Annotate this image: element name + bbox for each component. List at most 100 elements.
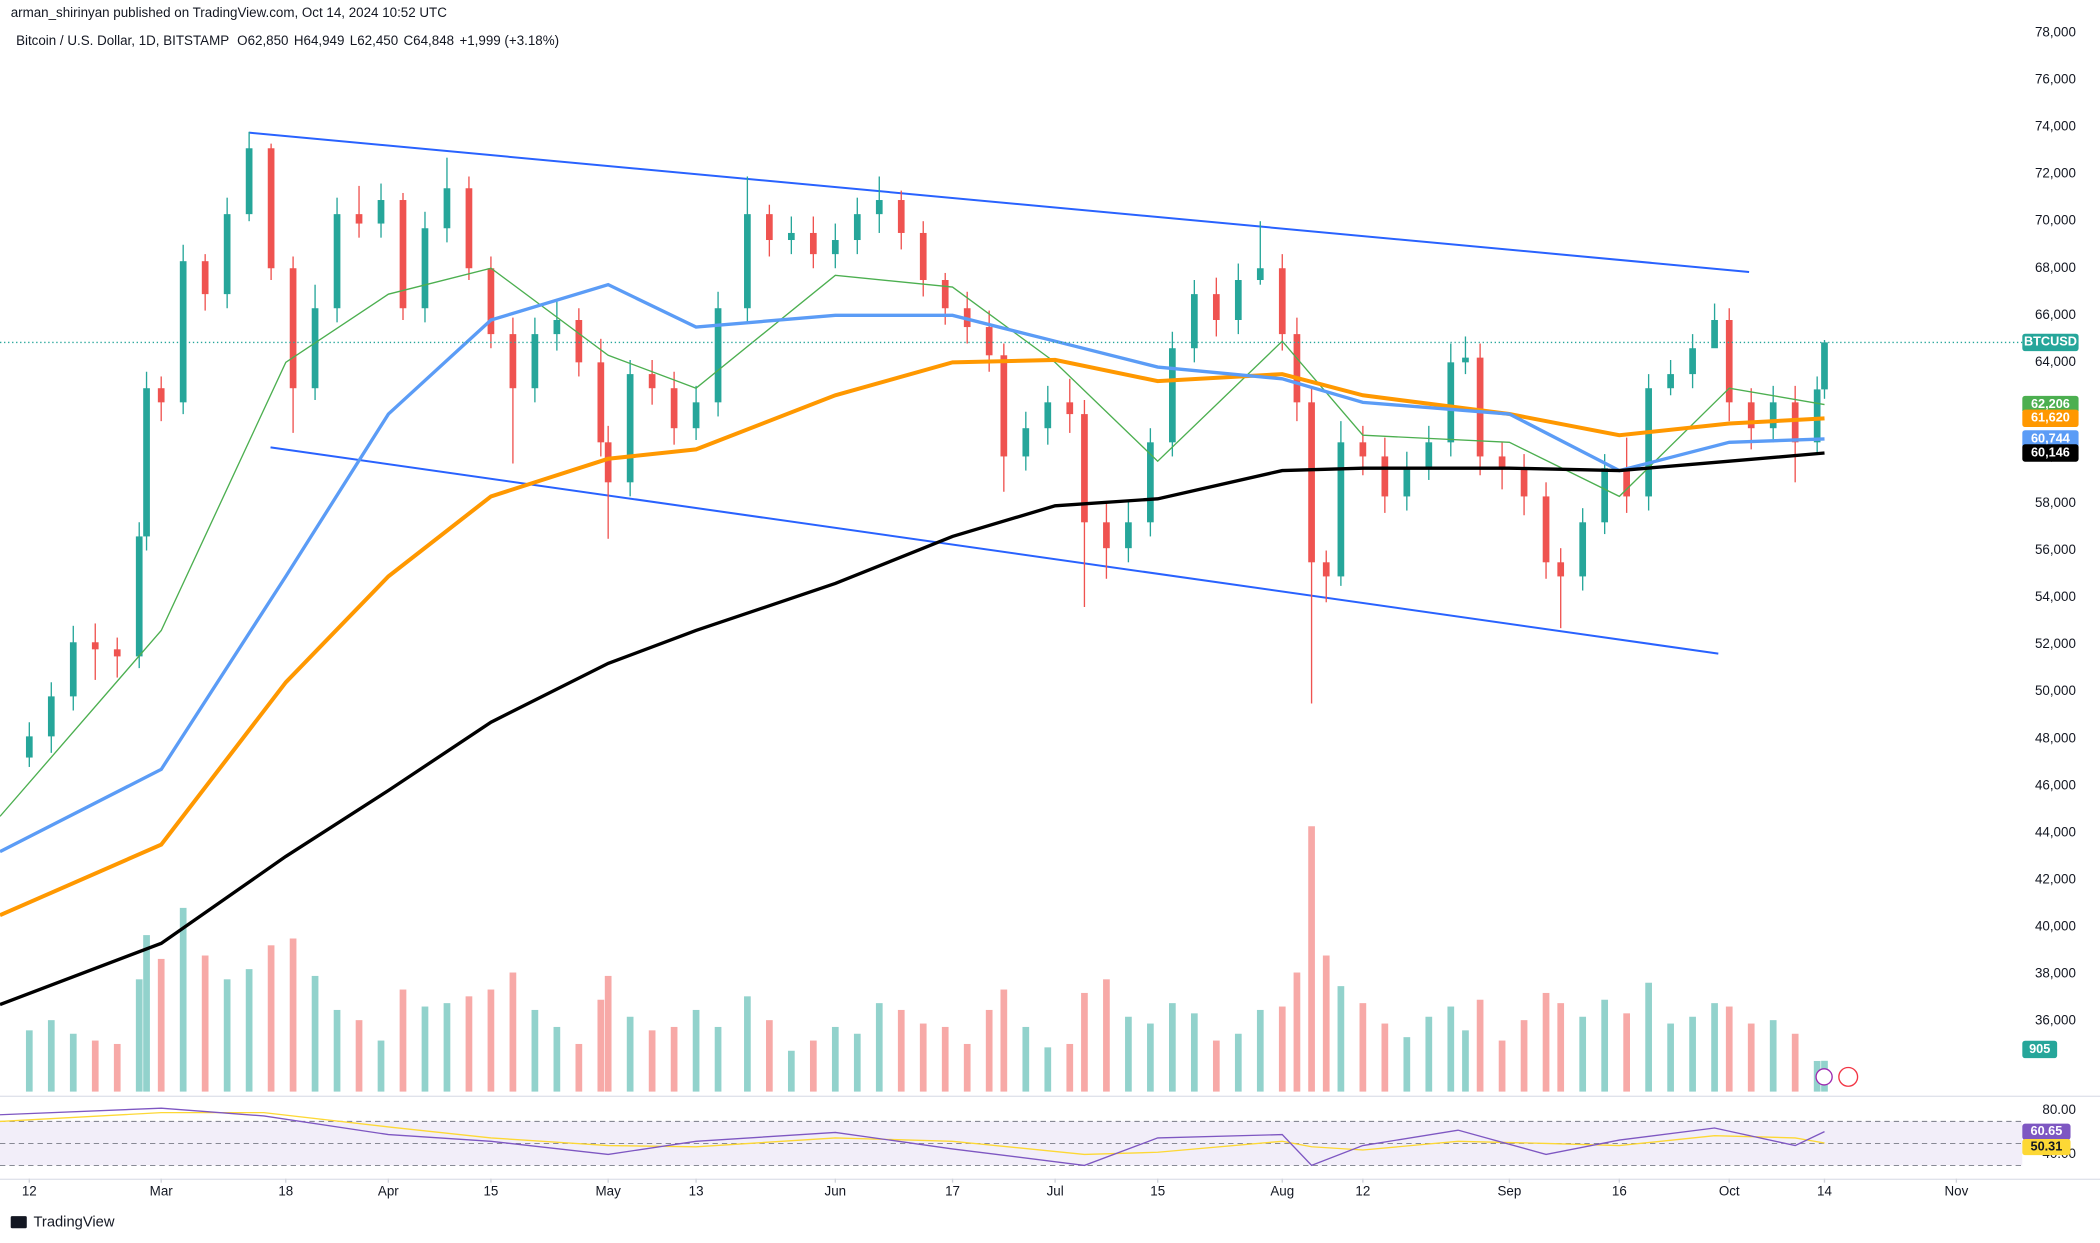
volume-bar [509, 972, 517, 1092]
y-tick-label: 42,000 [2035, 871, 2076, 886]
rsi-band [0, 1121, 2023, 1166]
volume-bar [1447, 1006, 1455, 1092]
y-tick-label: 44,000 [2035, 824, 2076, 839]
price-tag [2022, 409, 2079, 428]
candle-body [1813, 389, 1821, 443]
candle-body [597, 362, 605, 443]
candle-body [1308, 402, 1315, 563]
candle-body [143, 388, 150, 537]
x-tick-label: Nov [1944, 1184, 1968, 1199]
y-tick-label: 70,000 [2035, 213, 2076, 228]
candle-body [487, 268, 495, 335]
candle-body [91, 642, 99, 650]
candle-body [135, 536, 143, 657]
volume-bar [377, 1040, 385, 1092]
volume-bar [1125, 1016, 1132, 1092]
volume-bar [597, 999, 605, 1092]
x-tick-label: Sep [1498, 1184, 1522, 1199]
icon [1815, 1068, 1833, 1086]
axes-layer: 36,000 38,000 40,000 42,000 44,000 46,000 48,0… [22, 25, 2079, 1199]
candle-body [941, 280, 949, 309]
candle-body [25, 736, 33, 758]
volume-bar [91, 1040, 99, 1092]
y-tick-label: 68,000 [2035, 260, 2076, 275]
candle-body [985, 327, 993, 356]
volume-bar [648, 1030, 656, 1092]
channel-upper [249, 131, 1750, 273]
moving-average [0, 357, 1825, 918]
volume-bar [487, 989, 495, 1092]
volume-tag [2022, 1040, 2058, 1059]
volume-bar [47, 1020, 55, 1092]
header: arman_shirinyan published on TradingView… [11, 5, 559, 48]
y-tick-label: 74,000 [2035, 119, 2076, 134]
candle-body [1234, 280, 1242, 320]
volume-bar [1293, 972, 1301, 1092]
y-tick-label: 54,000 [2035, 589, 2076, 604]
candle-body [1462, 357, 1469, 363]
volume-bar [1667, 1023, 1674, 1092]
candle-body [1601, 468, 1609, 523]
price-tag-label: 60,744 [2031, 430, 2070, 445]
volume-bar [1711, 1003, 1718, 1092]
volume-bar [1278, 1006, 1286, 1092]
volume-bar [1337, 986, 1345, 1092]
y-tick-label: 58,000 [2035, 495, 2076, 510]
candle-body [1447, 362, 1455, 443]
volume-bar [143, 935, 150, 1092]
candle-body [1293, 334, 1301, 403]
candle-body [289, 268, 297, 389]
price-tag-label: 60,146 [2031, 444, 2070, 459]
volume-bar [831, 1026, 839, 1092]
volume-bar [289, 938, 297, 1092]
candle-body [626, 374, 634, 483]
volume-bar [1645, 982, 1652, 1092]
candle-body [179, 261, 187, 403]
volume-bar [333, 1009, 341, 1092]
status-icons [1815, 1066, 1859, 1087]
y-tick-label: 64,000 [2035, 354, 2076, 369]
candle-body [692, 402, 700, 429]
candle-body [1725, 319, 1733, 403]
candle-body [1322, 562, 1330, 577]
candle-body [809, 232, 817, 255]
volume-bar [1623, 1013, 1630, 1092]
volume-bar [1425, 1016, 1433, 1092]
volume-bar [1147, 1023, 1154, 1092]
y-tick-label: 66,000 [2035, 307, 2076, 322]
volume-bar [787, 1050, 795, 1092]
candle-body [714, 308, 722, 403]
price-layer [0, 131, 2023, 1007]
volume-bar [963, 1043, 971, 1092]
candle-body [355, 214, 363, 224]
rsi-ma-line [0, 1111, 1825, 1156]
volume-bar [25, 1030, 33, 1092]
candle-body [465, 188, 473, 269]
candle-body [1425, 442, 1433, 469]
candle-body [1000, 355, 1008, 457]
y-tick-label: 48,000 [2035, 730, 2076, 745]
volume-bar [1403, 1037, 1411, 1092]
volume-bar [1022, 1026, 1030, 1092]
volume-bar [575, 1043, 583, 1092]
volume-bar [1476, 999, 1484, 1092]
y-tick-label: 56,000 [2035, 542, 2076, 557]
symbol-line: Bitcoin / U.S. Dollar, 1D, BITSTAMP [16, 33, 229, 48]
publish-line: arman_shirinyan published on TradingView… [11, 5, 448, 20]
x-tick-label: Jun [825, 1184, 847, 1199]
volume-bar [1066, 1043, 1074, 1092]
candle-body [1579, 522, 1587, 577]
x-tick-label: 13 [689, 1184, 704, 1199]
candle-body [201, 261, 209, 295]
price-tag [2022, 444, 2079, 462]
moving-average [0, 282, 1825, 854]
volume-bar [1234, 1033, 1242, 1092]
price-tag [2022, 395, 2079, 414]
volume-bar [1579, 1016, 1587, 1092]
candle-body [1769, 402, 1777, 429]
candle-body [1359, 442, 1367, 457]
y-tick-label: 36,000 [2035, 1013, 2076, 1028]
candle-body [1689, 348, 1696, 375]
